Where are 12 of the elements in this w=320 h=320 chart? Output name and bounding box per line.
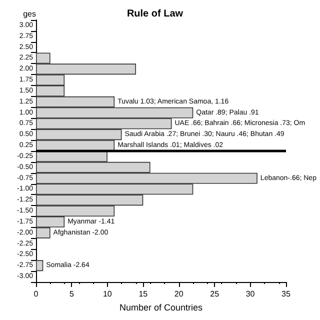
x-tick-label: 0	[34, 290, 39, 298]
bar	[36, 260, 44, 272]
x-tick-label: 20	[174, 290, 184, 298]
chart-title: Rule of Law	[126, 8, 184, 20]
x-tick-label: 5	[69, 290, 74, 298]
x-tick-label: 25	[210, 290, 220, 298]
y-axis-title: ges	[23, 10, 36, 18]
x-tick-label: 10	[102, 290, 112, 298]
x-axis-title: Number of Countries	[119, 302, 204, 312]
x-tick-label: 35	[282, 290, 291, 298]
x-tick-label: 15	[138, 290, 148, 298]
x-tick-label: 30	[246, 290, 256, 298]
